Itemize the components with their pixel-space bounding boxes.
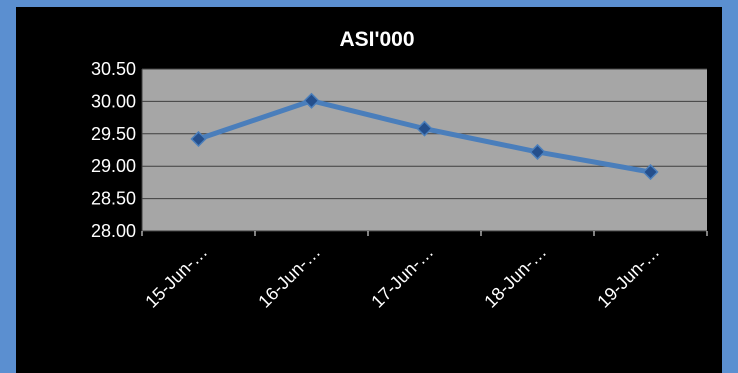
plot-area — [142, 69, 707, 231]
line-chart: ASI'000 28.00 28.50 29.00 29.50 30.00 30.50 1… — [91, 28, 708, 312]
x-tick-label: 17-Jun-… — [367, 242, 437, 312]
y-tick-label: 28.00 — [91, 221, 136, 241]
chart-title: ASI'000 — [339, 28, 414, 51]
data-point-marker — [190, 130, 207, 148]
y-axis-tick-labels: 28.00 28.50 29.00 29.50 30.00 30.50 — [91, 59, 136, 241]
x-tick-label: 16-Jun-… — [254, 242, 324, 312]
series-asi — [190, 92, 659, 181]
chart-container: ASI'000 28.00 28.50 29.00 29.50 30.00 30.50 1… — [16, 7, 722, 373]
axes — [141, 69, 708, 236]
y-tick-label: 29.50 — [91, 124, 136, 144]
data-point-marker — [416, 120, 433, 137]
data-point-marker — [529, 143, 546, 161]
y-tick-label: 30.00 — [91, 91, 136, 111]
x-tick-label: 18-Jun-… — [480, 242, 550, 312]
y-tick-label: 29.00 — [91, 156, 136, 176]
y-tick-label: 30.50 — [91, 59, 136, 79]
x-tick-label: 19-Jun-… — [593, 242, 663, 312]
x-tick-label: 15-Jun-… — [141, 242, 211, 312]
x-axis-tick-labels: 15-Jun-… 16-Jun-… 17-Jun-… 18-Jun-… 19-Jun-… — [141, 242, 663, 312]
y-tick-label: 28.50 — [91, 189, 136, 209]
data-point-marker — [303, 92, 320, 109]
data-point-marker — [642, 163, 659, 181]
